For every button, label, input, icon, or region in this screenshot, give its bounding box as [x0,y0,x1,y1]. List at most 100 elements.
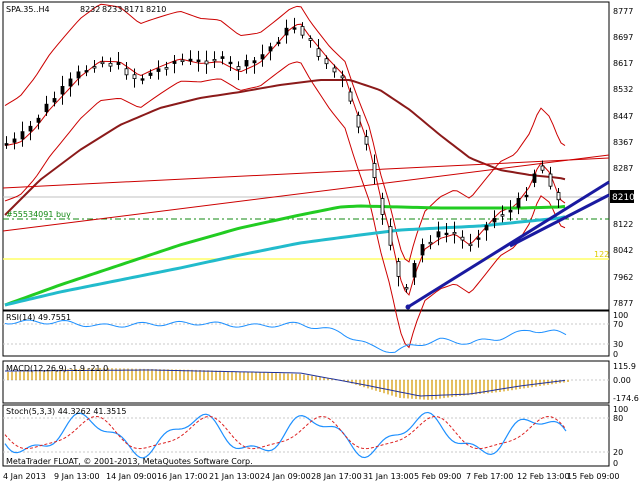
symbol-label: SPA.35..H4 [6,5,50,14]
candle-body [228,61,233,65]
candle-body [52,98,57,103]
candle-body [412,263,417,278]
candle-body [556,192,561,201]
main-price-panel[interactable] [2,1,610,311]
candle-body [20,131,25,140]
candle-body [4,143,9,146]
candle-body [12,138,17,143]
time-axis-label: 16 Jan 17:00 [157,472,208,481]
candle-body [396,261,401,277]
time-axis-label: 7 Feb 17:00 [466,472,513,481]
price-axis-label: 8447 [613,112,633,121]
rsi-axis-label: 70 [613,320,623,329]
candle-body [356,114,361,128]
price-axis-label: 8532 [613,85,633,94]
candle-body [308,38,313,41]
candle-body [60,86,65,95]
rsi-panel[interactable] [2,310,610,357]
candle-body [508,209,513,213]
ohlc-low: 8171 [124,5,144,14]
moving-average-cyan-line [4,215,566,307]
time-axis-label: 31 Jan 13:00 [363,472,414,481]
candle-body [44,103,49,113]
time-axis-label: 4 Jan 2013 [3,472,46,481]
price-axis-label: 8777 [613,7,633,16]
macd-label: MACD(12,26,9) -1.9 -21.0 [6,364,108,373]
order-label[interactable]: #55534091 buy [6,210,71,219]
candle-body [28,125,33,132]
time-axis-label: 5 Feb 09:00 [414,472,461,481]
stoch-main-line [4,411,567,459]
candle-body [196,59,201,63]
rsi-axis-label: 100 [613,311,628,320]
trendline-anchor-dot [405,304,411,310]
time-axis-label: 15 Feb 09:00 [567,472,619,481]
candle-body [436,231,441,238]
candle-body [500,214,505,217]
candle-body [484,225,489,231]
candle-body [100,61,105,65]
candle-body [476,237,481,240]
candle-body [420,244,425,256]
ohlc-open: 8232 [80,5,100,14]
candle-body [340,75,345,79]
candle-body [132,74,137,79]
candle-body [156,68,161,72]
candle-body [372,163,377,178]
ohlc-close: 8210 [146,5,166,14]
stoch-signal-line [4,415,567,450]
candle-body [284,27,289,36]
candle-body [236,66,241,70]
rsi-axis-label: 30 [613,340,623,349]
price-axis-label: 8122 [613,220,633,229]
candle-body [188,58,193,62]
candle-body [252,60,257,64]
channel-line-lower-red [2,154,610,232]
time-axis-label: 21 Jan 13:00 [209,472,260,481]
candle-body [268,46,273,52]
candle-body [380,198,385,215]
time-axis-label: 24 Jan 09:00 [260,472,311,481]
candle-body [516,198,521,208]
candle-body [540,165,545,171]
trendlines-layer[interactable] [405,180,610,310]
candle-body [164,67,169,70]
candle-body [92,66,97,69]
candle-body [348,91,353,102]
candle-body [444,232,449,236]
candle-body [468,243,473,247]
candle-body [428,241,433,245]
candle-body [332,67,337,73]
price-axis: 8777 8697 8617 8532 8447 8367 8287 8122 … [613,7,633,308]
price-axis-label: 7962 [613,273,633,282]
candle-body [204,60,209,65]
rsi-axis-label: 0 [613,350,618,359]
trendline-lower-blue [407,180,610,309]
candle-body [492,218,497,223]
candle-body [532,173,537,183]
price-axis-label: 7877 [613,299,633,308]
stochastic-panel[interactable] [2,404,610,467]
indicator-series-layer [4,319,569,459]
bollinger-upper-line [4,3,566,263]
moving-average-dark-line [4,79,566,216]
macd-axis-label: 0.00 [613,376,631,385]
candle-body [260,54,265,60]
candle-body [324,58,329,65]
macd-axis: 115.9 0.00 -174.6 [613,362,639,403]
current-price-tag: 8210 [612,193,635,203]
yellow-level-tag: 122 [594,250,609,259]
candle-body [180,59,185,62]
time-axis-label: 9 Jan 13:00 [54,472,100,481]
rsi-axis: 100 70 30 0 [613,311,628,359]
candle-body [300,26,305,36]
bollinger-lower-line [4,61,566,349]
candle-body [220,56,225,59]
price-axis-label: 8287 [613,164,633,173]
current-price-tag-bg [610,190,634,203]
candle-body [140,78,145,81]
candle-body [68,78,73,87]
time-axis: 4 Jan 2013 9 Jan 13:00 14 Jan 09:00 16 J… [3,472,619,481]
